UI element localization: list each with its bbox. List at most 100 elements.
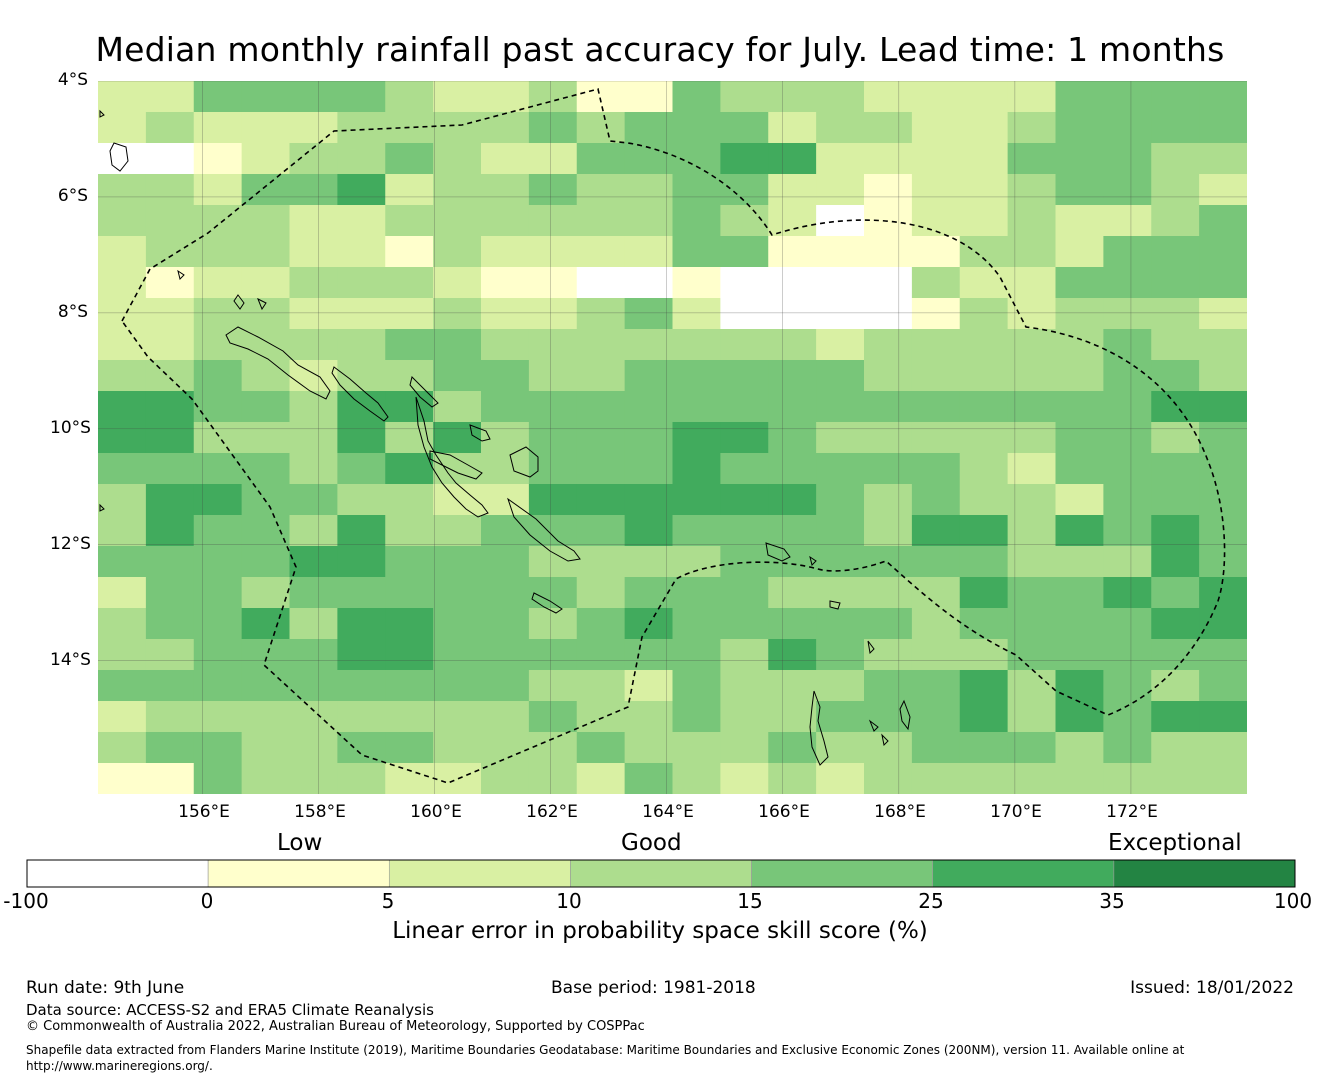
grid-cell	[145, 298, 195, 330]
grid-cell	[816, 453, 865, 485]
grid-cell	[624, 174, 674, 206]
grid-cell	[1007, 577, 1057, 609]
grid-cell	[768, 515, 817, 547]
grid-cell	[98, 732, 147, 764]
grid-cell	[1007, 81, 1057, 113]
grid-cell	[1055, 608, 1104, 640]
grid-cell	[241, 81, 291, 113]
grid-cell	[1199, 732, 1247, 764]
grid-cell	[481, 763, 530, 794]
grid-cell	[576, 701, 626, 733]
grid-cell	[337, 546, 386, 578]
grid-cell	[433, 112, 482, 144]
grid-cell	[720, 515, 769, 547]
grid-cell	[433, 81, 482, 113]
lon-label: 172°E	[1106, 802, 1158, 822]
grid-cell	[241, 360, 291, 392]
grid-cell	[528, 143, 578, 175]
grid-cell	[481, 639, 530, 671]
grid-cell	[1007, 763, 1057, 794]
grid-cell	[433, 732, 482, 764]
grid-cell	[576, 608, 626, 640]
lat-label: 14°S	[50, 650, 91, 670]
grid-cell	[1103, 329, 1152, 361]
grid-cell	[1007, 670, 1057, 702]
grid-cell	[1103, 236, 1152, 268]
grid-cell	[433, 329, 482, 361]
grid-cell	[481, 670, 530, 702]
island-outline	[233, 294, 245, 310]
grid-cell	[1007, 515, 1057, 547]
grid-cell	[1151, 298, 1200, 330]
grid-cell	[768, 701, 817, 733]
grid-cell	[1007, 143, 1057, 175]
grid-cell	[1103, 546, 1152, 578]
grid-cell	[193, 701, 243, 733]
grid-cell	[145, 763, 195, 794]
grid-cell	[720, 143, 769, 175]
grid-cell	[385, 422, 434, 454]
grid-cell	[1199, 329, 1247, 361]
grid-cell	[1199, 143, 1247, 175]
island-outline	[415, 396, 489, 518]
grid-cell	[145, 267, 195, 299]
grid-cell	[1103, 112, 1152, 144]
grid-cell	[672, 329, 721, 361]
grid-cell	[816, 329, 865, 361]
grid-cell	[289, 267, 338, 299]
lon-label: 160°E	[410, 802, 462, 822]
grid-cell	[145, 174, 195, 206]
grid-cell	[720, 391, 769, 423]
grid-cell	[1151, 391, 1200, 423]
grid-cell	[576, 360, 626, 392]
grid-cell	[959, 453, 1009, 485]
grid-cell	[1103, 360, 1152, 392]
grid-cell	[193, 267, 243, 299]
grid-cell	[624, 298, 674, 330]
grid-cell	[337, 205, 386, 237]
grid-cell	[289, 205, 338, 237]
grid-cell	[816, 577, 865, 609]
grid-cell	[481, 453, 530, 485]
grid-cell	[145, 639, 195, 671]
grid-cell	[145, 453, 195, 485]
grid-cell	[385, 453, 434, 485]
grid-cell	[433, 453, 482, 485]
eez-boundary	[121, 88, 1226, 784]
grid-cell	[816, 143, 865, 175]
island-outline	[99, 503, 105, 512]
grid-cell	[911, 143, 961, 175]
grid-cell	[1151, 701, 1200, 733]
grid-cell	[864, 546, 913, 578]
grid-cell	[816, 298, 865, 330]
grid-cell	[624, 391, 674, 423]
grid-cell	[1055, 174, 1104, 206]
grid-cell	[481, 81, 530, 113]
grid-cell	[672, 546, 721, 578]
grid-cell	[911, 484, 961, 516]
skill-grid	[98, 81, 1247, 794]
grid-cell	[1151, 639, 1200, 671]
grid-cell	[959, 329, 1009, 361]
grid-cell	[768, 298, 817, 330]
grid-cell	[911, 112, 961, 144]
grid-cell	[193, 236, 243, 268]
grid-cell	[1007, 701, 1057, 733]
grid-cell	[1151, 515, 1200, 547]
grid-cell	[816, 391, 865, 423]
grid-cell	[433, 298, 482, 330]
grid-cell	[768, 391, 817, 423]
grid-cell	[720, 81, 769, 113]
grid-cell	[1103, 732, 1152, 764]
grid-cell	[98, 360, 147, 392]
grid-cell	[911, 732, 961, 764]
grid-cell	[481, 267, 530, 299]
grid-cell	[1151, 577, 1200, 609]
grid-cell	[337, 732, 386, 764]
grid-cell	[193, 577, 243, 609]
grid-cell	[1199, 112, 1247, 144]
grid-cell	[768, 422, 817, 454]
colorbar-segment	[26, 859, 209, 888]
grid-cell	[672, 112, 721, 144]
grid-cell	[576, 174, 626, 206]
